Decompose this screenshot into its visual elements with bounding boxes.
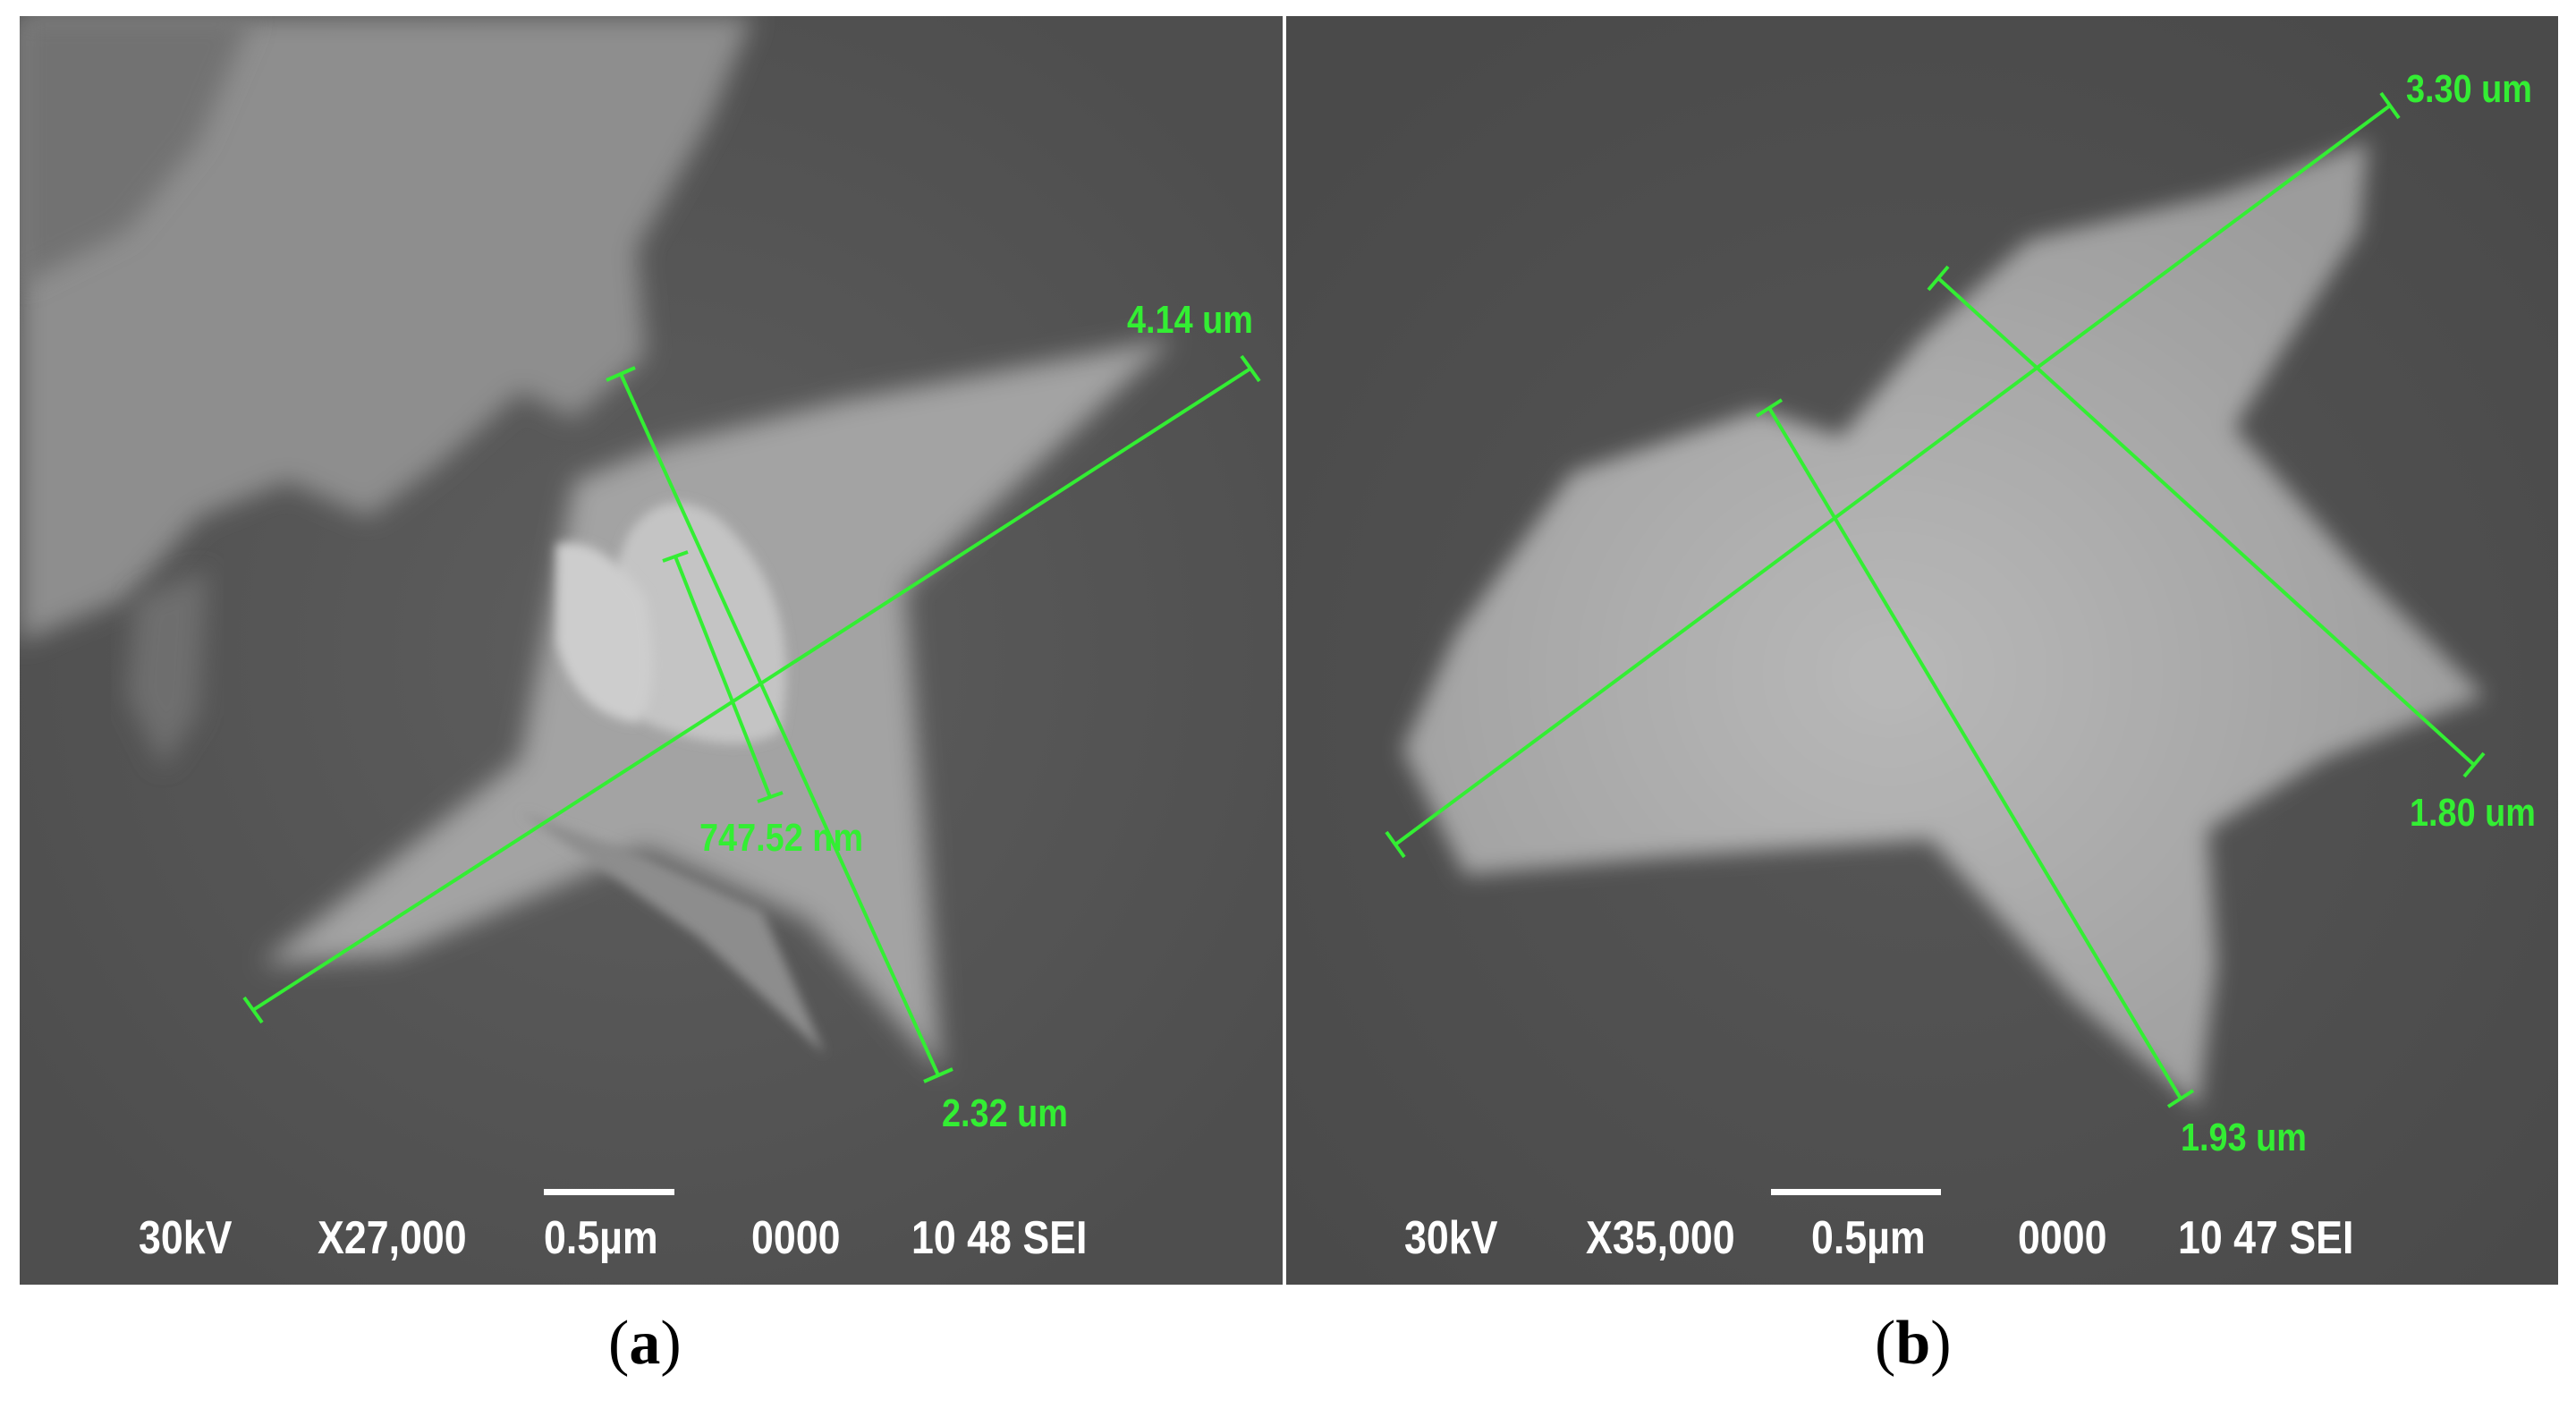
panel-caption-b: (b) — [1875, 1309, 1952, 1378]
sem-image-b: 3.30 um 1.80 um 1.93 um 30kV X35,000 0.5… — [1286, 16, 2558, 1285]
measure-lines-a — [242, 354, 1261, 1083]
magnification-text: X27,000 — [318, 1212, 467, 1264]
star-particle-b — [1402, 141, 2485, 1108]
measurement-label: 3.30 um — [2406, 67, 2532, 111]
panel-caption-a: (a) — [608, 1309, 682, 1378]
sem-info-bar: 30kV X27,000 0.5µm 0000 10 48 SEI — [20, 1211, 1283, 1265]
detector-text: 10 47 SEI — [2178, 1212, 2354, 1264]
scale-text: 0.5µm — [544, 1212, 658, 1264]
sem-micrograph-a — [20, 16, 1283, 1285]
measurement-label: 4.14 um — [1127, 298, 1253, 342]
sem-image-a: 4.14 um 747.52 nm 2.32 um 30kV X27,000 0… — [20, 16, 1283, 1285]
measurement-label: 1.93 um — [2181, 1116, 2307, 1159]
scale-bar — [544, 1189, 674, 1195]
code-text: 0000 — [751, 1212, 841, 1264]
measurement-label: 2.32 um — [942, 1091, 1068, 1135]
measurement-label: 1.80 um — [2410, 791, 2536, 835]
measurement-label: 747.52 nm — [699, 816, 864, 860]
voltage-text: 30kV — [139, 1212, 233, 1264]
sem-micrograph-b — [1286, 16, 2558, 1285]
scale-text: 0.5µm — [1811, 1212, 1926, 1264]
scale-bar — [1771, 1189, 1941, 1195]
sem-info-bar: 30kV X35,000 0.5µm 0000 10 47 SEI — [1286, 1211, 2558, 1265]
code-text: 0000 — [2018, 1212, 2107, 1264]
measure-lines-b — [1385, 91, 2486, 1108]
background-particle — [20, 16, 753, 642]
detector-text: 10 48 SEI — [911, 1212, 1088, 1264]
magnification-text: X35,000 — [1586, 1212, 1735, 1264]
voltage-text: 30kV — [1404, 1212, 1498, 1264]
